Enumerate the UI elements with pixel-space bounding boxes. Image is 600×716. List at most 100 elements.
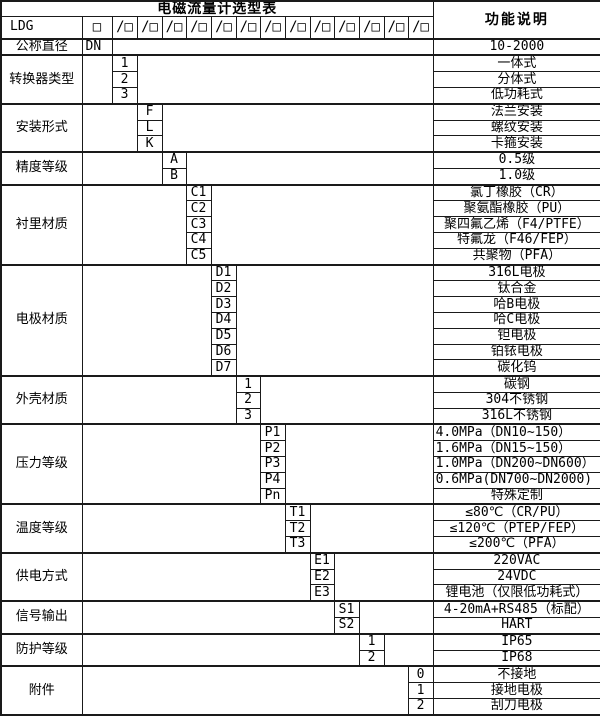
- table-row: 附件 0 不接地: [0, 665, 600, 716]
- code-cell: 2: [235, 391, 261, 409]
- description-cell: 10-2000: [432, 37, 600, 56]
- code-cell: 2: [358, 649, 385, 667]
- section-label: 防护等级: [0, 632, 83, 667]
- description-cell: 0.6MPa(DN700~DN2000): [432, 471, 600, 489]
- model-code-box: /□: [333, 16, 360, 39]
- code-cell: D5: [210, 327, 237, 345]
- table-row: D2 钛合金: [1, 280, 600, 298]
- table-row: 信号输出 S1 4-20mA+RS485（标配）: [0, 600, 600, 635]
- code-cell: 1: [407, 682, 434, 699]
- model-code-box: /□: [235, 16, 261, 39]
- model-code-box: /□: [185, 16, 212, 39]
- code-cell: S2: [333, 616, 360, 635]
- code-cell: C3: [185, 216, 212, 234]
- model-code-box: /□: [407, 16, 434, 39]
- code-cell: D2: [210, 280, 237, 298]
- blank-cell: [210, 183, 434, 266]
- description-cell: 4.0MPa（DN10~150）: [432, 423, 600, 442]
- blank-cell: [185, 151, 434, 186]
- model-code-box: /□: [309, 16, 335, 39]
- section-label: 转换器类型: [0, 54, 83, 105]
- section-label: 信号输出: [0, 600, 83, 635]
- description-cell: 1.0MPa（DN200~DN600）: [432, 456, 600, 473]
- table-row: 安装形式 F 法兰安装: [0, 102, 600, 153]
- code-cell: C5: [185, 247, 212, 266]
- code-cell: T2: [284, 520, 311, 537]
- table-row: C5 共聚物（PFA）: [1, 247, 600, 266]
- model-code-box: /□: [210, 16, 237, 39]
- code-cell: C2: [185, 200, 212, 218]
- table-row: 供电方式 E1 220VAC: [0, 551, 600, 602]
- description-cell: 特氟龙（F46/FEP）: [432, 232, 600, 249]
- description-cell: 哈B电极: [432, 296, 600, 313]
- code-cell: 3: [235, 407, 261, 425]
- model-code-box: /□: [358, 16, 385, 39]
- code-cell: C1: [185, 183, 212, 202]
- model-base-box: □: [81, 16, 113, 39]
- table-row: 电磁流量计选型表 功能说明: [0, 0, 600, 39]
- code-cell: K: [136, 135, 163, 153]
- blank-cell: [136, 54, 434, 105]
- description-cell: 聚四氟乙烯（F4/PTFE）: [432, 216, 600, 234]
- section-label: 供电方式: [0, 551, 83, 602]
- description-cell: 一体式: [432, 54, 600, 73]
- description-cell: 钛合金: [432, 280, 600, 298]
- table-row: 防护等级 1 IP65: [0, 632, 600, 667]
- description-cell: 220VAC: [432, 551, 600, 570]
- blank-cell: [235, 263, 434, 377]
- table-row: D3 哈B电极: [1, 296, 600, 313]
- code-cell: P1: [259, 423, 286, 442]
- code-cell: E1: [309, 551, 335, 570]
- function-column-header: 功能说明: [432, 0, 600, 39]
- section-label: 附件: [0, 665, 83, 716]
- model-code-box: /□: [111, 16, 138, 39]
- blank-cell: [161, 102, 434, 153]
- blank-cell: [309, 503, 434, 554]
- table-row: 精度等级 A 0.5级: [0, 151, 600, 186]
- table-row: C4 特氟龙（F46/FEP）: [1, 232, 600, 249]
- description-cell: 刮刀电极: [432, 697, 600, 716]
- description-cell: 卡箍安装: [432, 135, 600, 153]
- code-cell: 1: [358, 632, 385, 651]
- table-row: 衬里材质 C1 氯丁橡胶（CR）: [0, 183, 600, 266]
- table-row: 1 接地电极: [1, 682, 600, 699]
- table-row: 公称直径 DN 10-2000: [0, 37, 600, 56]
- description-cell: ≤120℃（PTEP/FEP）: [432, 520, 600, 537]
- table-row: 外壳材质 1 碳钢: [0, 375, 600, 425]
- description-cell: 304不锈钢: [432, 391, 600, 409]
- table-row: T2 ≤120℃（PTEP/FEP）: [1, 520, 600, 537]
- description-cell: HART: [432, 616, 600, 635]
- blank-cell: [81, 375, 237, 425]
- code-cell: 2: [111, 71, 138, 88]
- description-cell: IP68: [432, 649, 600, 667]
- code-cell: D4: [210, 311, 237, 329]
- code-cell: S1: [333, 600, 360, 618]
- table-row: 3 低功耗式: [1, 86, 600, 105]
- description-cell: 316L不锈钢: [432, 407, 600, 425]
- code-cell: F: [136, 102, 163, 121]
- code-cell: B: [161, 167, 187, 186]
- code-cell: P3: [259, 456, 286, 473]
- blank-cell: [81, 102, 138, 153]
- code-cell: 3: [111, 86, 138, 105]
- description-cell: 特殊定制: [432, 487, 600, 505]
- code-cell: A: [161, 151, 187, 169]
- code-cell: DN: [81, 37, 113, 56]
- table-row: T3 ≤200℃（PFA）: [1, 535, 600, 554]
- section-label-diameter: 公称直径: [0, 37, 83, 56]
- section-label: 衬里材质: [0, 183, 83, 266]
- model-code-box: /□: [383, 16, 409, 39]
- code-cell: D1: [210, 263, 237, 282]
- section-label: 安装形式: [0, 102, 83, 153]
- blank-cell: [81, 183, 187, 266]
- description-cell: 4-20mA+RS485（标配）: [432, 600, 600, 618]
- description-cell: 法兰安装: [432, 102, 600, 121]
- description-cell: 氯丁橡胶（CR）: [432, 183, 600, 202]
- code-cell: D7: [210, 359, 237, 377]
- table-row: P3 1.0MPa（DN200~DN600）: [1, 456, 600, 473]
- description-cell: 共聚物（PFA）: [432, 247, 600, 266]
- code-cell: T1: [284, 503, 311, 522]
- description-cell: 铂铱电极: [432, 343, 600, 361]
- blank-cell: [259, 375, 434, 425]
